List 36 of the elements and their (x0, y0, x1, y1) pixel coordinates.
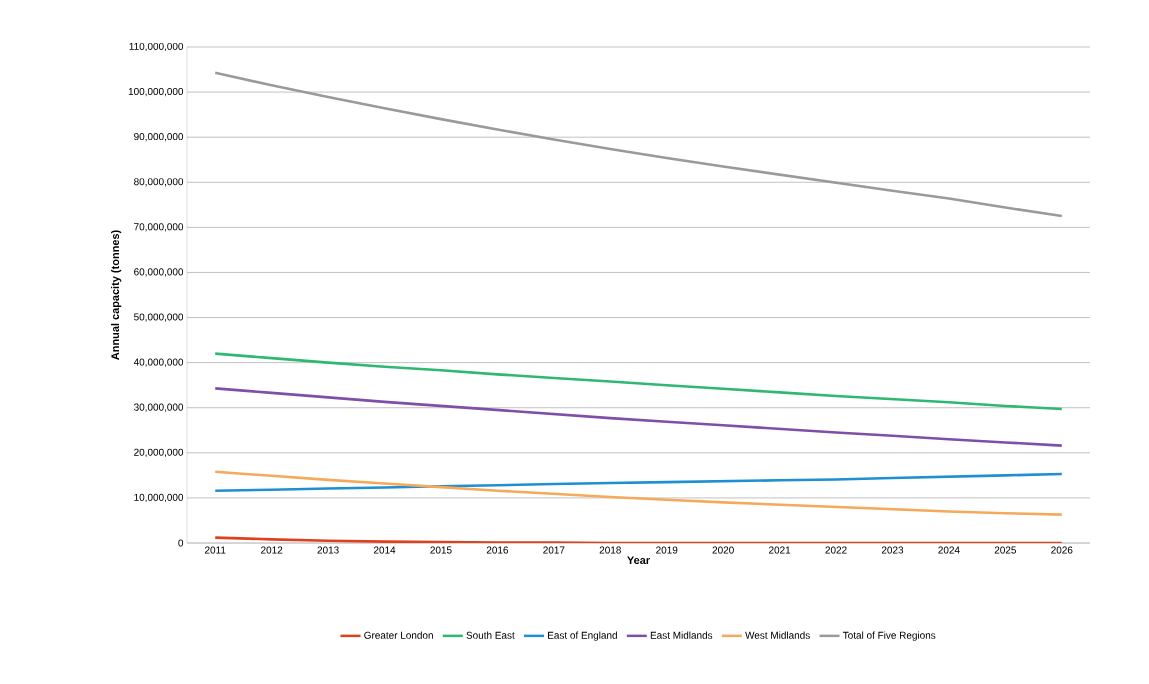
x-tick-label: 2015 (430, 546, 452, 554)
x-tick-label: 2018 (599, 546, 621, 554)
x-tick-label: 2022 (825, 546, 847, 554)
x-tick-label: 2021 (769, 546, 791, 554)
x-tick-label: 2011 (205, 546, 226, 554)
y-tick-label: 70,000,000 (134, 223, 184, 232)
legend-label: West Midlands (745, 631, 810, 639)
y-tick-label: 100,000,000 (128, 87, 184, 97)
x-axis-title: Year (627, 556, 650, 565)
x-tick-label: 2012 (261, 546, 283, 554)
y-tick-label: 110,000,000 (129, 42, 184, 52)
y-tick-label: 20,000,000 (134, 448, 184, 457)
y-tick-label: 80,000,000 (134, 178, 184, 187)
x-tick-label: 2017 (543, 546, 565, 554)
x-tick-label: 2019 (656, 546, 678, 554)
x-tick-label: 2014 (373, 546, 396, 554)
x-tick-label: 2026 (1051, 546, 1073, 554)
x-tick-label: 2013 (317, 546, 339, 554)
y-tick-label: 10,000,000 (134, 493, 184, 503)
y-tick-label: 90,000,000 (134, 133, 184, 142)
y-axis-title: Annual capacity (tonnes) (111, 230, 122, 360)
x-tick-label: 2016 (486, 546, 509, 554)
legend-label: East Midlands (650, 631, 713, 639)
y-tick-label: 0 (178, 539, 184, 547)
x-tick-label: 2024 (938, 546, 960, 554)
y-tick-label: 30,000,000 (133, 403, 184, 412)
x-tick-label: 2020 (712, 546, 734, 554)
legend-label: East of England (548, 631, 617, 641)
legend-label: Greater London (364, 631, 433, 639)
y-tick-label: 40,000,000 (133, 358, 184, 367)
legend-label: South East (466, 631, 515, 639)
y-tick-label: 60,000,000 (134, 268, 184, 277)
legend-label: Total of Five Regions (842, 631, 936, 641)
x-tick-label: 2023 (881, 546, 904, 554)
y-tick-label: 50,000,000 (134, 313, 184, 322)
x-tick-label: 2025 (994, 546, 1017, 554)
